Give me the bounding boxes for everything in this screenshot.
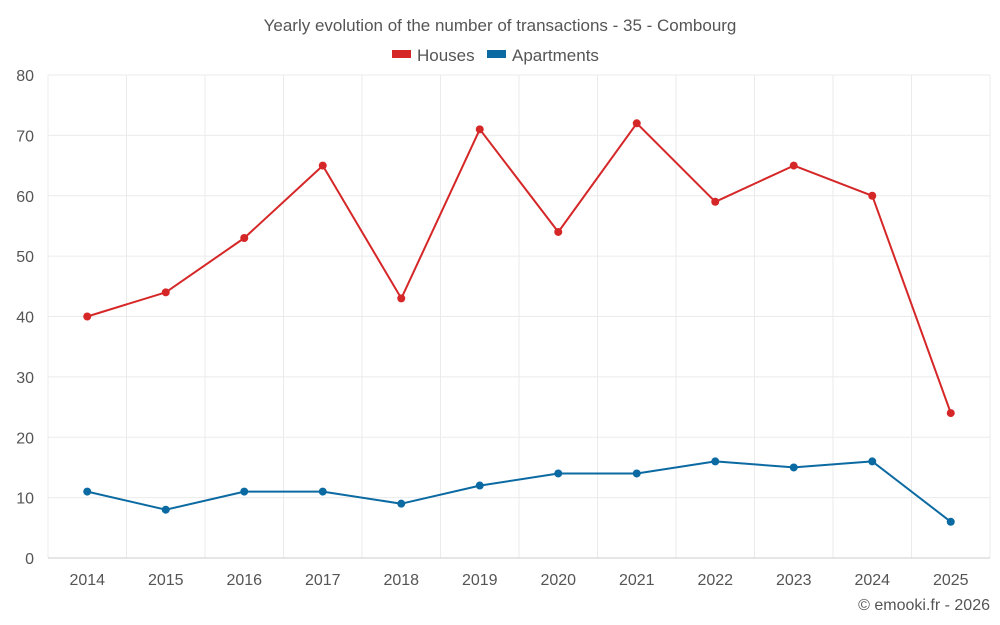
data-point-apartments[interactable] xyxy=(789,463,798,472)
data-point-apartments[interactable] xyxy=(868,457,877,466)
y-tick-label: 40 xyxy=(16,310,34,327)
data-point-apartments[interactable] xyxy=(397,499,406,508)
chart-grid xyxy=(47,74,991,558)
data-point-houses[interactable] xyxy=(554,227,563,236)
data-point-houses[interactable] xyxy=(632,119,641,128)
legend-houses-swatch[interactable] xyxy=(392,50,411,58)
data-point-houses[interactable] xyxy=(789,161,798,170)
x-tick-label: 2018 xyxy=(383,572,419,589)
x-tick-label: 2014 xyxy=(69,572,105,589)
x-tick-label: 2021 xyxy=(619,572,655,589)
y-tick-label: 20 xyxy=(16,430,34,447)
x-tick-label: 2019 xyxy=(462,572,498,589)
data-point-apartments[interactable] xyxy=(475,481,484,490)
data-point-houses[interactable] xyxy=(397,294,406,303)
data-point-houses[interactable] xyxy=(83,312,92,321)
y-tick-label: 60 xyxy=(16,189,34,206)
chart-title: Yearly evolution of the number of transa… xyxy=(264,16,737,35)
y-tick-label: 10 xyxy=(16,491,34,508)
y-tick-label: 30 xyxy=(16,370,34,387)
data-point-apartments[interactable] xyxy=(83,487,92,496)
credit-text: © emooki.fr - 2026 xyxy=(858,597,990,614)
x-tick-label: 2016 xyxy=(226,572,262,589)
data-point-houses[interactable] xyxy=(946,409,955,418)
y-tick-label: 70 xyxy=(16,128,34,145)
y-axis: 0 10 20 30 40 50 60 70 80 xyxy=(16,68,34,568)
data-point-apartments[interactable] xyxy=(161,505,170,514)
x-tick-label: 2025 xyxy=(933,572,969,589)
x-tick-label: 2024 xyxy=(854,572,890,589)
data-point-apartments[interactable] xyxy=(632,469,641,478)
data-point-apartments[interactable] xyxy=(318,487,327,496)
chart-series xyxy=(83,119,955,526)
data-point-apartments[interactable] xyxy=(711,457,720,466)
data-point-apartments[interactable] xyxy=(946,517,955,526)
x-tick-label: 2017 xyxy=(305,572,341,589)
y-tick-label: 0 xyxy=(25,551,34,568)
data-point-houses[interactable] xyxy=(475,125,484,134)
x-tick-label: 2023 xyxy=(776,572,812,589)
legend-apartments-label[interactable]: Apartments xyxy=(512,46,599,65)
legend-houses-label[interactable]: Houses xyxy=(417,46,475,65)
data-point-apartments[interactable] xyxy=(240,487,249,496)
data-point-houses[interactable] xyxy=(240,234,249,243)
x-tick-label: 2015 xyxy=(148,572,184,589)
legend-apartments-swatch[interactable] xyxy=(487,50,506,58)
x-axis: 2014 2015 2016 2017 2018 2019 2020 2021 2022 2023… xyxy=(48,557,990,589)
chart-legend: Houses Apartments xyxy=(392,46,599,65)
series-line-houses xyxy=(87,122,952,414)
y-tick-label: 50 xyxy=(16,249,34,266)
data-point-apartments[interactable] xyxy=(554,469,563,478)
data-point-houses[interactable] xyxy=(711,197,720,206)
x-tick-label: 2020 xyxy=(540,572,576,589)
x-tick-label: 2022 xyxy=(697,572,733,589)
data-point-houses[interactable] xyxy=(318,161,327,170)
series-line-apartments xyxy=(87,460,952,523)
data-point-houses[interactable] xyxy=(161,288,170,297)
y-tick-label: 80 xyxy=(16,68,34,85)
data-point-houses[interactable] xyxy=(868,191,877,200)
